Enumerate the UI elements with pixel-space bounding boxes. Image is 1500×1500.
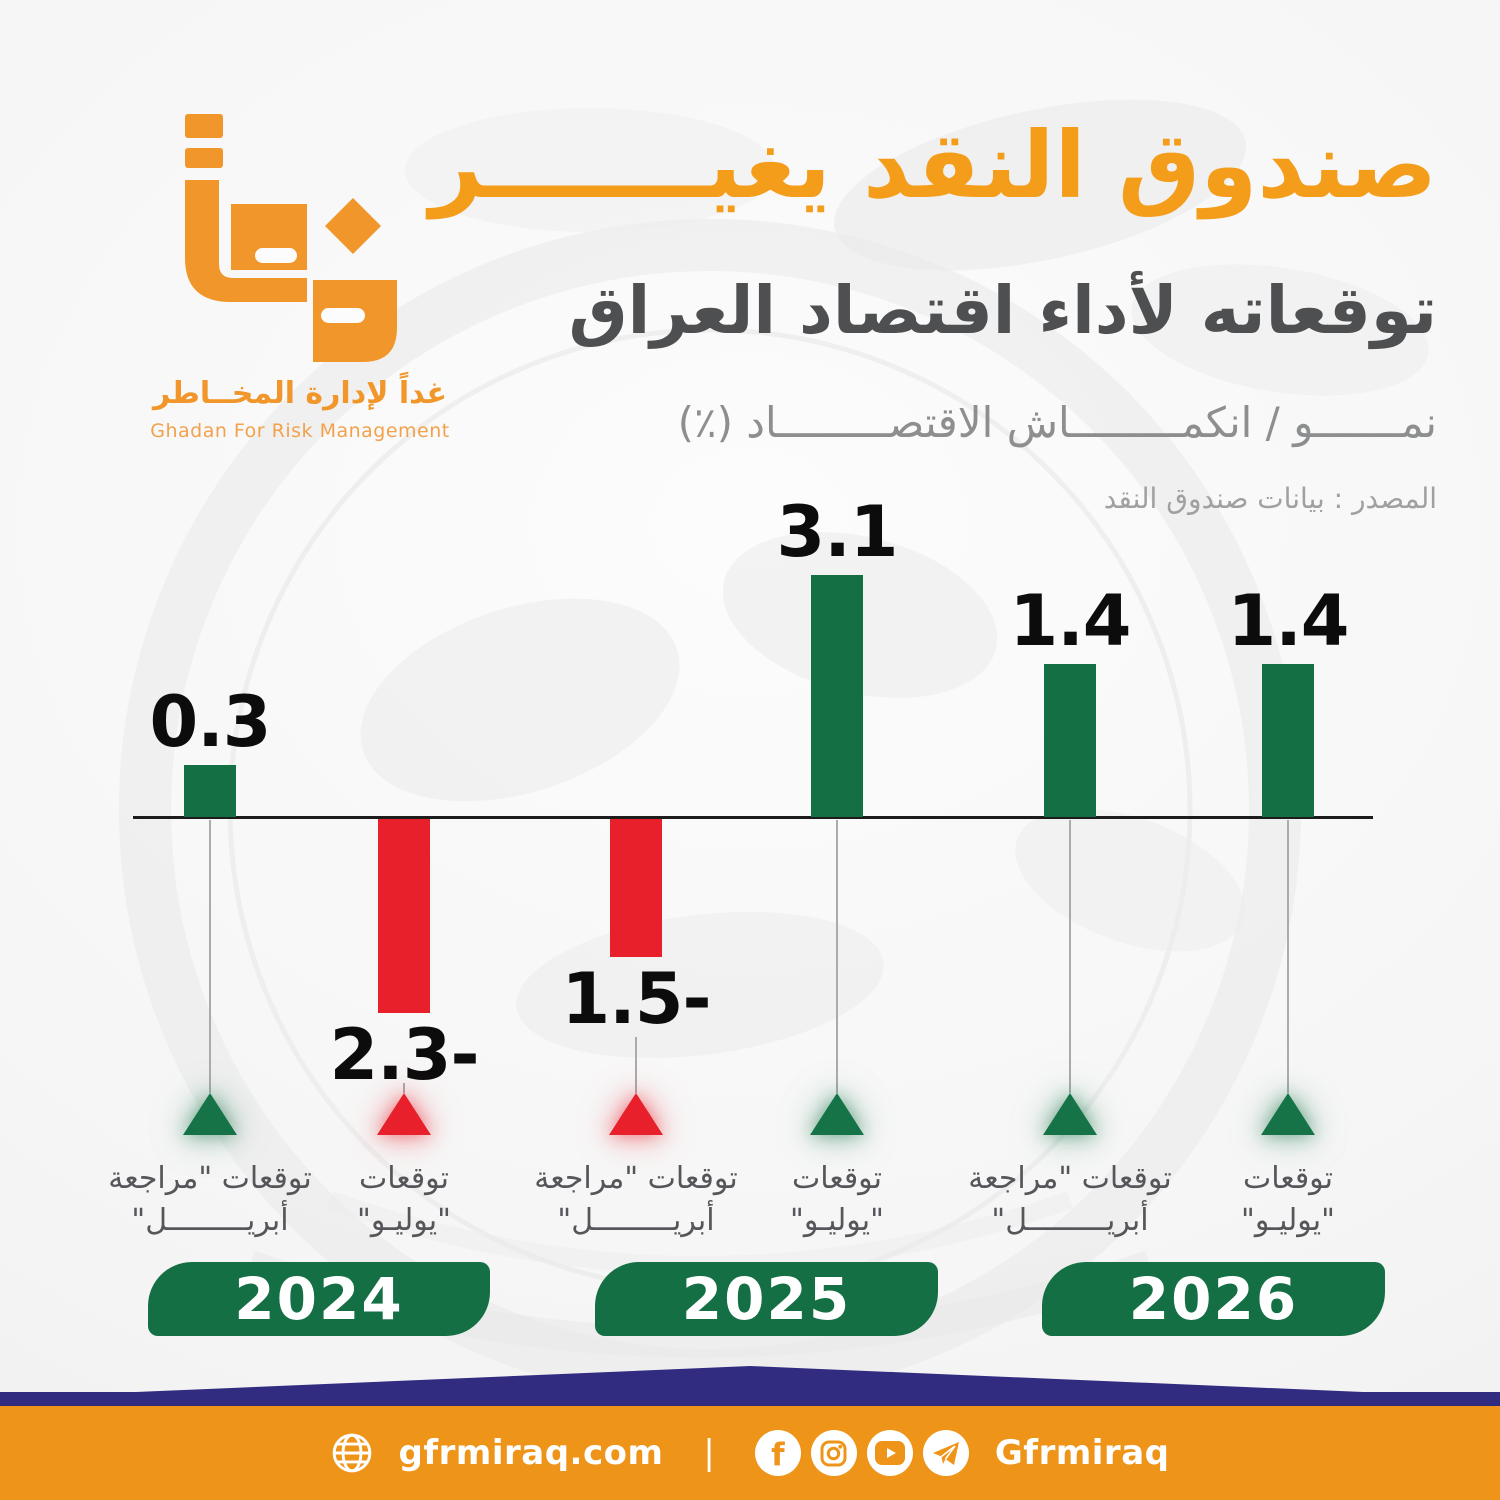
leader-line bbox=[403, 1083, 405, 1093]
bar-2026-april-review bbox=[1044, 664, 1096, 817]
website-link[interactable]: gfrmiraq.com bbox=[398, 1433, 664, 1473]
telegram-icon[interactable] bbox=[922, 1430, 969, 1476]
forecast-label-line1: توقعات "مراجعة bbox=[108, 1161, 312, 1196]
forecast-label-line2: "يوليـو" bbox=[1241, 1203, 1335, 1238]
forecast-label: توقعات "مراجعة أبريـــــــــل" bbox=[95, 1158, 325, 1242]
bar-2025-april-review bbox=[610, 819, 662, 957]
source-caption: المصدر : بيانات صندوق النقد bbox=[1103, 482, 1437, 515]
globe-icon bbox=[332, 1433, 371, 1473]
marker-triangle-up-green bbox=[1261, 1093, 1315, 1135]
brand-name-arabic: غداً لإدارة المخــاطر bbox=[153, 376, 447, 411]
brand-name-english: Ghadan For Risk Management bbox=[150, 420, 450, 442]
leader-line bbox=[1069, 820, 1071, 1093]
social-icons: f bbox=[754, 1430, 969, 1476]
leader-line bbox=[635, 1037, 637, 1093]
bar-2024-july bbox=[378, 819, 430, 1013]
forecast-label-line2: "يوليـو" bbox=[357, 1203, 451, 1238]
youtube-icon[interactable] bbox=[866, 1430, 913, 1476]
bar-2024-april-review bbox=[184, 765, 236, 817]
instagram-icon[interactable] bbox=[810, 1430, 857, 1476]
bar-2026-july bbox=[1262, 664, 1314, 817]
forecast-label-line2: أبريـــــــــل" bbox=[131, 1203, 289, 1238]
leader-line bbox=[1287, 820, 1289, 1093]
value-label: 1.4 bbox=[1009, 580, 1131, 662]
marker-triangle-up-green bbox=[183, 1093, 237, 1135]
leader-line bbox=[209, 820, 211, 1093]
value-label: 3.1 bbox=[776, 491, 898, 573]
footer-separator: | bbox=[703, 1433, 715, 1473]
x-axis-line bbox=[133, 816, 1373, 819]
marker-triangle-up-red bbox=[609, 1093, 663, 1135]
forecast-label-line2: "يوليـو" bbox=[790, 1203, 884, 1238]
bar-2025-july bbox=[811, 575, 863, 817]
facebook-icon[interactable]: f bbox=[754, 1430, 801, 1476]
footer-peak-decoration bbox=[90, 1366, 1410, 1394]
marker-triangle-up-red bbox=[377, 1093, 431, 1135]
year-pill-2026: 2026 bbox=[1042, 1262, 1385, 1336]
marker-triangle-up-green bbox=[810, 1093, 864, 1135]
logo-dash-bottom bbox=[185, 148, 223, 168]
footer-navy-strip bbox=[0, 1392, 1500, 1408]
page-subtitle: توقعاته لأداء اقتصاد العراق bbox=[568, 272, 1437, 349]
forecast-label: توقعات "مراجعة أبريـــــــــل" bbox=[955, 1158, 1185, 1242]
marker-triangle-up-green bbox=[1043, 1093, 1097, 1135]
forecast-label-line1: توقعات bbox=[358, 1161, 450, 1196]
forecast-label-line2: أبريـــــــــل" bbox=[991, 1203, 1149, 1238]
forecast-label-line1: توقعات bbox=[791, 1161, 883, 1196]
forecast-label-line1: توقعات bbox=[1242, 1161, 1334, 1196]
page-title: صندوق النقد يغيـــــــر bbox=[429, 112, 1437, 219]
forecast-label: توقعات "مراجعة أبريـــــــــل" bbox=[521, 1158, 751, 1242]
value-label: 1.5- bbox=[561, 958, 711, 1040]
ghadan-logo-icon bbox=[185, 114, 397, 362]
logo-dash-top bbox=[185, 114, 223, 138]
forecast-label-line1: توقعات "مراجعة bbox=[534, 1161, 738, 1196]
value-label: 1.4 bbox=[1227, 580, 1349, 662]
forecast-label-line2: أبريـــــــــل" bbox=[557, 1203, 715, 1238]
year-pill-2024: 2024 bbox=[148, 1262, 490, 1336]
measure-label: نمـــــــو / انكمـــــــــاش الاقتصـــــ… bbox=[677, 398, 1437, 447]
forecast-label: توقعات "يوليـو" bbox=[289, 1158, 519, 1242]
forecast-label: توقعات "يوليـو" bbox=[1173, 1158, 1403, 1242]
forecast-label: توقعات "يوليـو" bbox=[722, 1158, 952, 1242]
leader-line bbox=[836, 820, 838, 1093]
value-label: 0.3 bbox=[149, 681, 271, 763]
value-label: 2.3- bbox=[329, 1014, 479, 1096]
social-handle[interactable]: Gfrmiraq bbox=[994, 1433, 1170, 1473]
year-pill-2025: 2025 bbox=[595, 1262, 938, 1336]
forecast-label-line1: توقعات "مراجعة bbox=[968, 1161, 1172, 1196]
footer-bar: gfrmiraq.com | f bbox=[0, 1406, 1500, 1500]
